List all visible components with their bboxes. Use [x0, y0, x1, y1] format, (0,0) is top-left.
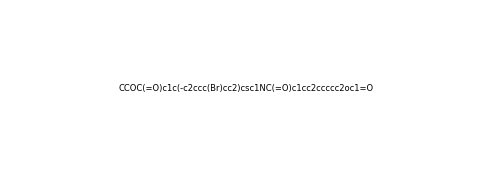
Text: CCOC(=O)c1c(-c2ccc(Br)cc2)csc1NC(=O)c1cc2ccccc2oc1=O: CCOC(=O)c1c(-c2ccc(Br)cc2)csc1NC(=O)c1cc… — [119, 84, 373, 93]
